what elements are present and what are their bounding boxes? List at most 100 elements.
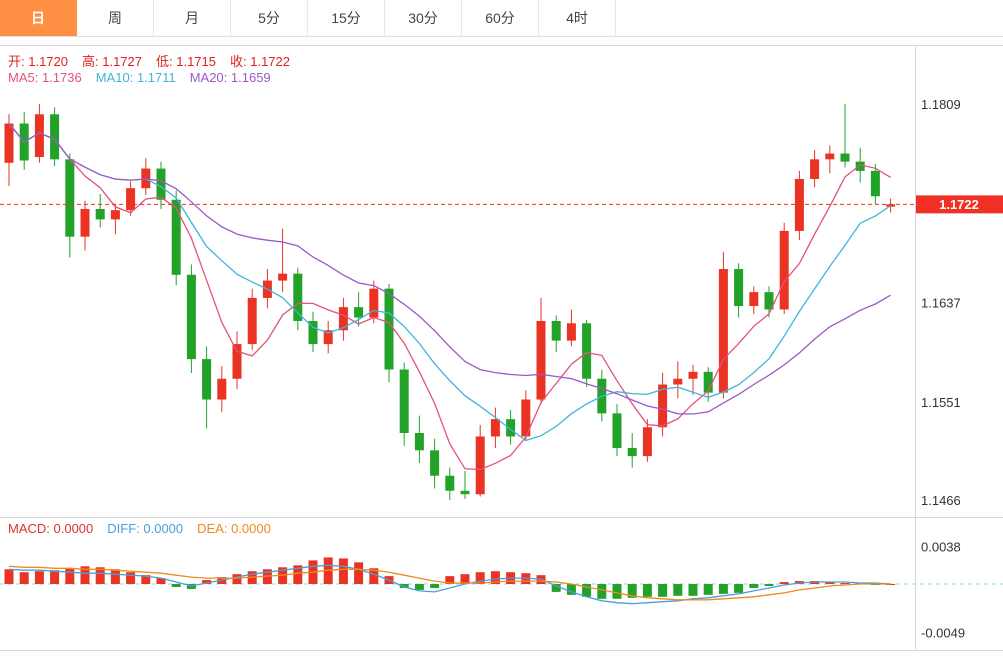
candle-body [673, 378, 683, 385]
candle-body [323, 330, 333, 345]
candle-body [794, 178, 804, 231]
candle-body [217, 378, 227, 400]
macd-hist-bar [80, 566, 90, 585]
candle-body [566, 323, 576, 341]
macd-hist-bar [354, 562, 364, 585]
ohlc-info-low: 低: 1.1715 [156, 54, 216, 69]
macd-hist-bar [688, 584, 698, 596]
tab-month[interactable]: 月 [154, 0, 231, 36]
ma20-line [8, 123, 891, 415]
ma-info-ma10: MA10: 1.1711 [95, 70, 176, 85]
macd-hist-bar [749, 584, 759, 588]
dea-line [8, 565, 891, 601]
candle-body [338, 307, 348, 331]
macd-hist-bar [34, 571, 44, 585]
tab-5min[interactable]: 5分 [231, 0, 308, 36]
candle-body [688, 371, 698, 379]
tab-week[interactable]: 周 [77, 0, 154, 36]
candle-body [764, 292, 774, 310]
candle-body [293, 273, 303, 321]
candle-body [80, 208, 90, 237]
macd-hist-bar [582, 584, 592, 597]
candle-body [247, 297, 257, 345]
candle-body [95, 208, 105, 220]
macd-hist-bar [734, 584, 744, 593]
macd-hist-bar [126, 572, 136, 585]
candle-body [779, 230, 789, 310]
candle-body [186, 274, 196, 360]
candle-body [430, 450, 440, 476]
macd-hist-bar [460, 574, 470, 585]
macd-hist-bar [202, 580, 212, 585]
candle-body [34, 114, 44, 158]
candle-body [460, 490, 470, 495]
candle-body [734, 269, 744, 306]
macd-hist-bar [141, 575, 151, 585]
candle-body [308, 320, 318, 345]
ma-info: MA5: 1.1736 MA10: 1.1711 MA20: 1.1659 [8, 70, 285, 85]
macd-hist-bar [399, 584, 409, 588]
macd-info-dea: DEA: 0.0000 [197, 521, 271, 536]
candle-body [399, 369, 409, 434]
macd-hist-bar [627, 584, 637, 598]
macd-hist-bar [50, 570, 60, 585]
last-price-tag [916, 195, 1003, 214]
tab-day[interactable]: 日 [0, 0, 77, 36]
macd-hist-bar [551, 584, 561, 592]
macd-info: MACD: 0.0000 DIFF: 0.0000 DEA: 0.0000 [8, 521, 285, 536]
macd-hist-bar [293, 565, 303, 585]
candle-body [414, 433, 424, 451]
macd-hist-bar [840, 583, 850, 585]
tab-4hour[interactable]: 4时 [539, 0, 616, 36]
candle-body [384, 288, 394, 370]
macd-hist-bar [156, 578, 166, 585]
macd-hist-bar [718, 584, 728, 594]
candle-body [612, 413, 622, 449]
macd-hist-bar [642, 584, 652, 597]
last-price-tag-text: 1.1722 [939, 197, 979, 212]
macd-hist-bar [110, 569, 120, 585]
candle-body [840, 153, 850, 162]
ma-info-ma20: MA20: 1.1659 [189, 70, 271, 85]
candle-body [642, 427, 652, 457]
candle-body [536, 320, 546, 400]
candle-body [490, 419, 500, 437]
macd-hist-bar [4, 569, 14, 585]
macd-hist-bar [232, 574, 242, 585]
macd-hist-bar [779, 582, 789, 585]
price-axis-label: 1.1551 [921, 395, 961, 410]
macd-hist-bar [490, 571, 500, 585]
macd-hist-bar [445, 576, 455, 585]
candle-body [475, 436, 485, 495]
macd-hist-bar [414, 584, 424, 590]
candle-body [278, 273, 288, 281]
candle-body [551, 320, 561, 341]
candle-body [582, 323, 592, 379]
price-axis-label: 1.1637 [921, 296, 961, 311]
candle-body [627, 448, 637, 457]
macd-axis-label: 0.0038 [921, 540, 961, 555]
candle-body [126, 188, 136, 211]
macd-hist-bar [825, 582, 835, 585]
candle-body [810, 159, 820, 179]
ma5-line [8, 123, 891, 471]
macd-hist-bar [369, 568, 379, 585]
tab-15min[interactable]: 15分 [308, 0, 385, 36]
macd-hist-bar [764, 584, 774, 586]
candle-body [521, 399, 531, 437]
macd-hist-bar [430, 584, 440, 588]
macd-hist-bar [475, 572, 485, 585]
macd-hist-bar [673, 584, 683, 596]
macd-hist-bar [597, 584, 607, 599]
tab-60min[interactable]: 60分 [462, 0, 539, 36]
ohlc-info: 开: 1.1720 高: 1.1727 低: 1.1715 收: 1.1722 [8, 51, 304, 70]
tab-30min[interactable]: 30分 [385, 0, 462, 36]
ohlc-info-open: 开: 1.1720 [8, 54, 68, 69]
macd-hist-bar [95, 567, 105, 585]
candle-body [718, 269, 728, 393]
timeframe-tabbar: 日周月 5分 15分 30分 60分 4时 [0, 0, 1003, 37]
macd-info-diff: DIFF: 0.0000 [107, 521, 184, 536]
macd-hist-bar [65, 568, 75, 585]
